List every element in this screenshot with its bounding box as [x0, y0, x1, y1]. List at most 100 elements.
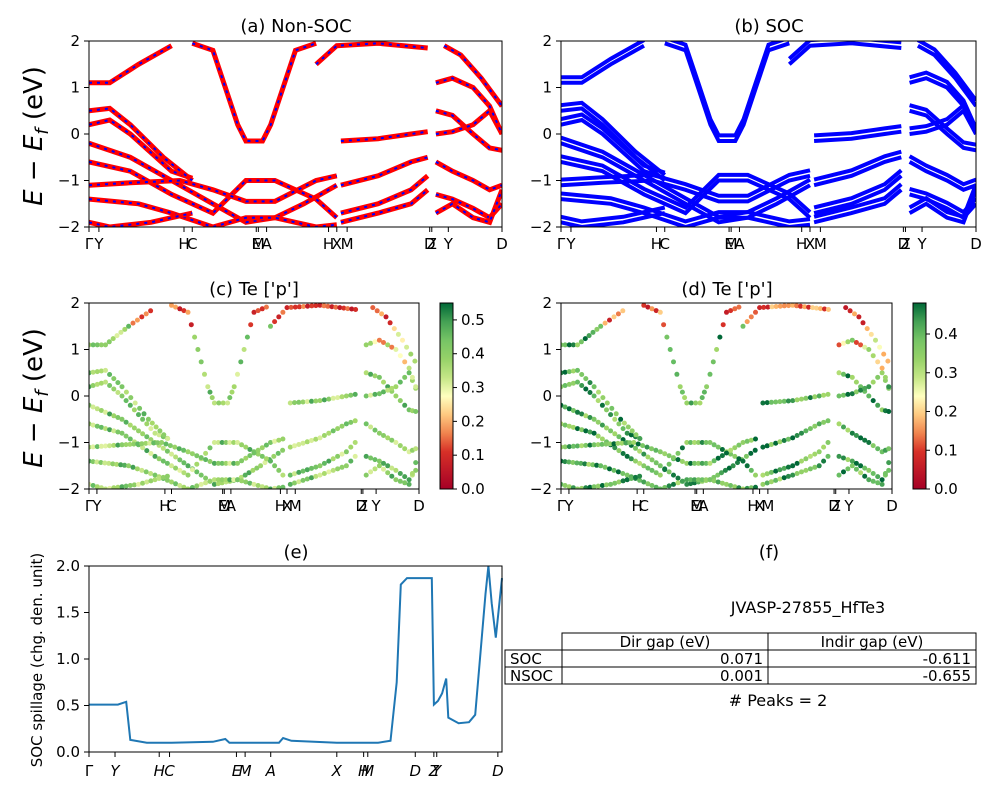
scatter-point: [728, 447, 734, 453]
scatter-point: [587, 429, 593, 435]
scatter-point: [847, 308, 853, 314]
scatter-point: [790, 398, 796, 404]
band-spin-up: [89, 210, 193, 227]
scatter-point: [858, 387, 864, 393]
scatter-point: [98, 380, 104, 386]
scatter-point: [309, 303, 315, 309]
band-spin-down: [340, 156, 428, 187]
scatter-point: [90, 404, 96, 410]
scatter-point: [862, 465, 868, 471]
band-spin-up: [89, 43, 173, 86]
scatter-point: [381, 466, 386, 472]
scatter-point: [583, 376, 589, 382]
scatter-point: [624, 477, 630, 483]
x-tick-label: X: [282, 497, 292, 515]
scatter-point: [794, 397, 800, 403]
scatter-point: [604, 400, 610, 406]
band-spin-down: [435, 77, 502, 135]
scatter-point: [227, 395, 233, 401]
panel-a-title: (a) Non-SOC: [240, 16, 351, 37]
x-tick-label: Z: [831, 497, 841, 515]
scatter-point: [94, 444, 100, 450]
x-tick-label: D: [970, 235, 982, 253]
scatter-point: [165, 436, 171, 442]
scatter-point: [335, 426, 341, 432]
scatter-point: [144, 434, 150, 440]
scatter-point: [679, 478, 685, 484]
scatter-point: [875, 474, 881, 480]
scatter-point: [139, 314, 145, 320]
table-subtitle: JVASP-27855_HfTe3: [730, 598, 885, 618]
colorbar-tick-label: 0.3: [461, 379, 485, 397]
scatter-point: [870, 379, 876, 385]
scatter-point: [126, 463, 132, 469]
scatter-point: [719, 453, 725, 459]
band-soc: [909, 76, 976, 135]
scatter-point: [637, 436, 643, 442]
scatter-point: [225, 400, 231, 406]
table-footer: # Peaks = 2: [729, 691, 828, 710]
scatter-point: [684, 481, 690, 487]
scatter-point: [623, 440, 629, 446]
scatter-point: [268, 440, 273, 445]
scatter-point: [599, 483, 605, 488]
scatter-point: [613, 411, 619, 417]
scatter-point: [335, 395, 341, 401]
scatter-point: [111, 485, 117, 489]
scatter-point: [575, 486, 580, 489]
scatter-point: [134, 466, 140, 472]
colorbar-tick-label: 0.2: [934, 403, 958, 421]
scatter-point: [561, 342, 564, 348]
scatter-point: [381, 389, 386, 395]
x-tick-label: M: [761, 497, 774, 515]
scatter-point: [115, 390, 121, 395]
axes-frame: [560, 302, 893, 490]
band-soc-split: [908, 183, 976, 220]
ylabel-middle: E − Ef (eV): [19, 328, 53, 468]
scatter-point: [127, 436, 133, 442]
band-soc-split: [909, 103, 976, 147]
scatter-point: [164, 448, 170, 454]
x-tick-label: Z: [900, 235, 910, 253]
scatter-point: [393, 467, 399, 473]
scatter-point: [127, 402, 133, 408]
scatter-point: [159, 440, 165, 445]
x-tick-label: Y: [432, 762, 443, 780]
scatter-point: [393, 347, 399, 352]
scatter-point: [649, 467, 655, 473]
scatter-point: [870, 471, 876, 476]
scatter-point: [562, 383, 568, 388]
scatter-point: [239, 442, 245, 448]
scatter-point: [720, 322, 726, 328]
scatter-point: [372, 339, 378, 345]
scatter-point: [409, 374, 415, 380]
scatter-point: [385, 470, 391, 476]
scatter-point: [330, 467, 336, 473]
x-tick-label: X: [754, 497, 764, 515]
scatter-point: [640, 443, 646, 449]
scatter-point: [682, 395, 688, 401]
scatter-point: [368, 371, 374, 377]
scatter-point: [136, 412, 141, 418]
scatter-point: [250, 467, 256, 473]
scatter-point: [886, 409, 892, 414]
colorbar: [912, 302, 927, 490]
scatter-point: [287, 472, 293, 478]
scatter-point: [352, 391, 358, 397]
scatter-point: [203, 480, 209, 486]
scatter-point: [156, 476, 162, 481]
colorbar-tick-label: 0.4: [934, 325, 958, 343]
band-spin-down: [191, 42, 317, 142]
scatter-point: [131, 407, 137, 413]
scatter-point: [211, 440, 217, 445]
scatter-point: [633, 445, 638, 451]
scatter-point: [207, 445, 213, 451]
scatter-point: [790, 303, 796, 308]
x-tick-label: M: [690, 497, 703, 515]
scatter-point: [348, 444, 354, 450]
scatter-point: [843, 305, 849, 311]
scatter-point: [814, 305, 819, 311]
scatter-point: [255, 451, 261, 457]
scatter-point: [661, 322, 667, 328]
